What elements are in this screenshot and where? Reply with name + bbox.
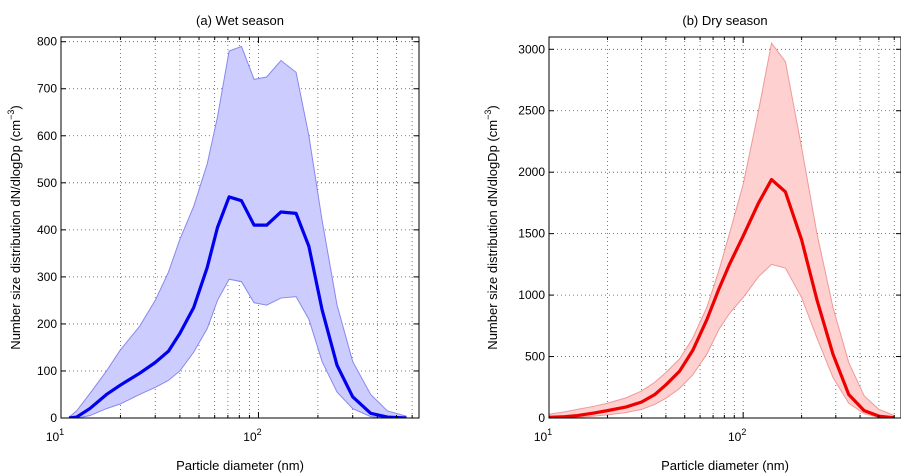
wet-x-tick-label: 102 (243, 427, 261, 444)
wet-y-axis-title-main: Number size distribution dN/dlogDp (cm (8, 120, 23, 350)
dry-x-tick-exponent: 2 (741, 427, 746, 437)
wet-x-axis-title: Particle diameter (nm) (176, 458, 304, 473)
wet-y-axis-title-close: ) (8, 105, 23, 109)
wet-y-tick-label: 500 (37, 176, 57, 190)
dry-y-axis-title: Number size distribution dN/dlogDp (cm−3… (483, 105, 500, 349)
dry-x-tick-label: 102 (728, 427, 746, 444)
wet-axes-frame (60, 36, 420, 419)
wet-chart-title: (a) Wet season (196, 13, 284, 28)
dry-y-tick-label: 0 (538, 411, 545, 425)
wet-x-tick-label: 101 (46, 427, 64, 444)
wet-y-axis-title: Number size distribution dN/dlogDp (cm−3… (6, 105, 23, 349)
dry-x-tick-label: 101 (534, 427, 552, 444)
dry-y-tick-label: 1500 (518, 227, 545, 241)
wet-percentile-band (68, 45, 407, 418)
wet-median-line (68, 195, 407, 418)
dry-y-tick-label: 1000 (518, 288, 545, 302)
dry-axes-frame (548, 36, 901, 419)
wet-y-tick-label: 300 (37, 270, 57, 284)
dry-y-axis-title-main: Number size distribution dN/dlogDp (cm (485, 120, 500, 350)
wet-x-tick-base: 10 (46, 430, 60, 444)
wet-x-tick-exponent: 1 (59, 427, 64, 437)
dry-x-tick-exponent: 1 (547, 427, 552, 437)
dry-x-axis-title: Particle diameter (nm) (661, 458, 789, 473)
dry-y-tick-label: 3000 (518, 42, 545, 56)
wet-y-tick-label: 400 (37, 223, 57, 237)
dry-y-axis-title-close: ) (485, 105, 500, 109)
wet-y-tick-label: 0 (50, 411, 57, 425)
dry-x-tick-base: 10 (534, 430, 548, 444)
wet-x-tick-base: 10 (243, 430, 257, 444)
wet-y-tick-label: 200 (37, 317, 57, 331)
dry-y-tick-label: 2000 (518, 165, 545, 179)
wet-y-tick-label: 600 (37, 129, 57, 143)
dry-y-tick-label: 500 (525, 350, 545, 364)
dry-percentile-band (549, 41, 895, 418)
dry-median-line (549, 177, 895, 418)
dry-y-tick-label: 2500 (518, 104, 545, 118)
wet-y-tick-label: 800 (37, 35, 57, 49)
wet-y-tick-label: 700 (37, 82, 57, 96)
dry-x-tick-base: 10 (728, 430, 742, 444)
dry-y-axis-title-sup: −3 (483, 110, 493, 120)
wet-x-tick-exponent: 2 (257, 427, 262, 437)
wet-y-axis-title-sup: −3 (6, 110, 16, 120)
wet-y-tick-label: 100 (37, 364, 57, 378)
dry-chart-title: (b) Dry season (682, 13, 767, 28)
